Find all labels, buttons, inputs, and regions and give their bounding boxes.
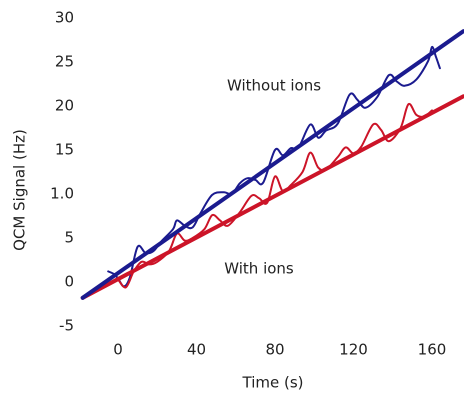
annotation: Without ions <box>227 77 321 95</box>
y-tick-label: -5 <box>59 317 74 335</box>
x-tick-label: 40 <box>187 341 206 359</box>
y-tick-label: 15 <box>55 141 74 159</box>
x-tick-label: 120 <box>339 341 368 359</box>
y-tick-label: 1.0 <box>50 185 74 203</box>
y-axis-title: QCM Signal (Hz) <box>11 129 29 251</box>
x-tick-label: 0 <box>113 341 123 359</box>
y-tick-label: 0 <box>64 273 74 291</box>
x-tick-label: 80 <box>265 341 284 359</box>
y-tick-label: 20 <box>55 97 74 115</box>
annotation: With ions <box>224 260 294 278</box>
data-line <box>107 46 441 288</box>
y-tick-label: 30 <box>55 9 74 27</box>
x-axis-title: Time (s) <box>242 374 304 392</box>
y-tick-label: 5 <box>64 229 74 247</box>
y-tick-label: 25 <box>55 53 74 71</box>
x-tick-label: 160 <box>418 341 447 359</box>
data-line <box>80 94 464 300</box>
data-line <box>80 29 464 300</box>
